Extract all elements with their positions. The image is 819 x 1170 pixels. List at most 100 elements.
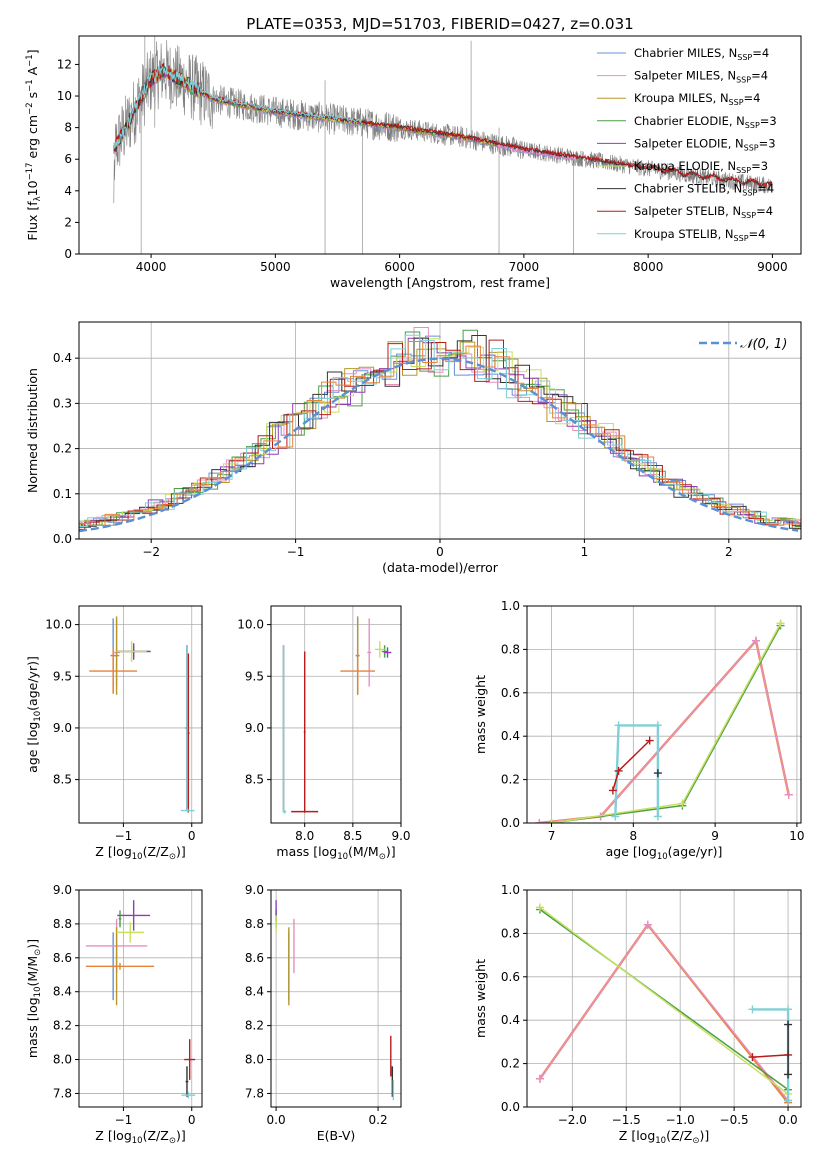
weight-line [539,906,789,1095]
x-tick-label: 0 [436,545,444,559]
data-point [367,618,372,687]
data-point [117,900,151,931]
normal-reference-curve [79,357,799,533]
legend-entry-sub: SSP [736,166,751,175]
y-tick-label: 9.0 [245,721,264,735]
x-tick-label: 4000 [136,260,167,274]
legend-entry: Chabrier MILES, NSSP=4 [634,46,769,62]
model-line-salpeter-stelib [113,63,773,188]
model-line-kroupa-stelib [113,65,363,150]
axes-frame [270,889,402,1108]
weight-marker [614,721,623,730]
x-tick-label: 0.0 [267,1113,286,1127]
y-tick-label: 7.8 [245,1086,264,1100]
y-tick-label: 0.8 [501,642,520,656]
legend-entry: Chabrier STELIB, NSSP=4 [634,182,774,198]
weight-marker [608,786,617,795]
x-tick-label: −1.0 [666,1113,695,1127]
weight-marker [611,812,620,821]
x-axis-label-part: Z [log [619,1128,655,1143]
data-point [303,651,306,813]
y-tick-label: 8.2 [53,1019,72,1033]
x-axis-label: Z [log10(Z/Z⊙)] [619,1128,709,1146]
legend-entry-sub: SSP [745,121,760,130]
y-tick-label: 9.0 [245,883,264,897]
legend-entry-sub: SSP [734,234,749,243]
x-tick-label: 2 [725,545,733,559]
data-point [340,648,375,694]
axes-frame [78,605,203,824]
legend-entry-label: Salpeter STELIB, N [634,204,741,218]
histogram-series [79,339,801,530]
y-tick-label: 0.3 [53,396,72,410]
x-tick-label: 8.0 [295,829,314,843]
y-tick-label: 0.0 [501,1100,520,1114]
y-tick-label: 6 [64,152,72,166]
legend-entry-label: Salpeter ELODIE, N [634,136,744,150]
weight-marker [752,636,761,645]
data-point [184,1039,196,1080]
x-tick-label: 7 [548,829,556,843]
y-tick-label: 10 [57,89,72,103]
y-axis-label-part: 10 [33,986,43,997]
legend-entry-label: Kroupa ELODIE, N [634,159,736,173]
y-axis-label-part: ] [25,49,40,54]
weight-marker [678,799,687,808]
data-point [116,922,144,943]
x-axis-label: (data-model)/error [382,560,499,575]
y-tick-label: 12 [57,57,72,71]
plot-area-age_vs_Z [89,616,195,813]
x-tick-label: 9000 [757,260,788,274]
y-tick-label: 0.2 [501,773,520,787]
legend-entry-sub: SSP [744,143,759,152]
x-axis-label-part: (M/M [348,844,379,859]
y-tick-label: 9.5 [245,669,264,683]
x-axis-label: Z [log10(Z/Z⊙)] [95,844,185,862]
weight-marker [776,619,785,628]
panel-weight_vs_Z: −2.0 −1.5 −1.0 −0.5 0.0 0.0 0.2 0.4 0.6 0.8 1.0 Z [… [473,883,802,1146]
x-axis-label-part: 10 [132,852,143,862]
legend-entry-label: Kroupa MILES, N [634,91,729,105]
legend-entry-suffix: =4 [744,91,761,105]
y-axis-label-part: −17 [25,162,35,180]
x-axis-label-part: (Z/Z [143,844,169,859]
legend-entry-sub: SSP [729,98,744,107]
weight-marker [535,903,544,912]
panel-age_vs_Z: −1 08.59.09.510.0Z [log10(Z/Z⊙)]age [log1… [25,605,203,862]
legend-entry-sub: SSP [742,189,757,198]
x-axis-label-part: )] [176,1128,186,1143]
axes-frame [526,605,802,824]
x-axis-label: Z [log10(Z/Z⊙)] [95,1128,185,1146]
legend-entry: Kroupa STELIB, NSSP=4 [634,227,765,243]
y-axis-label: mass [log10(M/M⊙)] [25,939,43,1058]
y-tick-label: 9.0 [53,883,72,897]
y-tick-label: 0.2 [501,1057,520,1071]
x-tick-label: 8.5 [343,829,362,843]
y-tick-label: 8.4 [53,985,72,999]
x-axis-label: mass [log10(M/M⊙)] [276,844,395,862]
weight-marker [748,1053,757,1062]
y-axis-label: age [log10(age/yr)] [25,656,43,773]
x-tick-label: −2.0 [558,1113,587,1127]
y-tick-label: 0.4 [501,1013,520,1027]
legend-entry-suffix: =3 [759,136,776,150]
x-axis-label-part: Z [log [95,1128,131,1143]
panel-age_vs_mass: 8.0 8.5 9.0 8.5 9.0 9.5 10.0 mass [log10(M/M⊙)] [237,605,411,862]
y-tick-label: 0.4 [53,351,72,365]
y-tick-label: 8.2 [245,1019,264,1033]
data-point [291,810,319,813]
y-axis-label-part: Flux [f [25,201,40,241]
axes-frame [526,889,802,1108]
legend-entry-label: Kroupa STELIB, N [634,227,734,241]
legend-entry: Chabrier ELODIE, NSSP=3 [634,114,777,130]
weight-line [539,639,790,823]
x-axis-label-part: )] [386,844,396,859]
x-axis-label: wavelength [Angstrom, rest frame] [330,275,550,290]
plot-area-mass_vs_Z [85,900,196,1099]
y-axis-label: Flux [fλ10−17 erg cm−2 s−1 A−1] [25,49,43,240]
y-axis-label: mass weight [473,675,488,754]
y-tick-label: 7.8 [53,1086,72,1100]
weight-line [538,922,790,1104]
x-tick-label: 0 [188,829,196,843]
